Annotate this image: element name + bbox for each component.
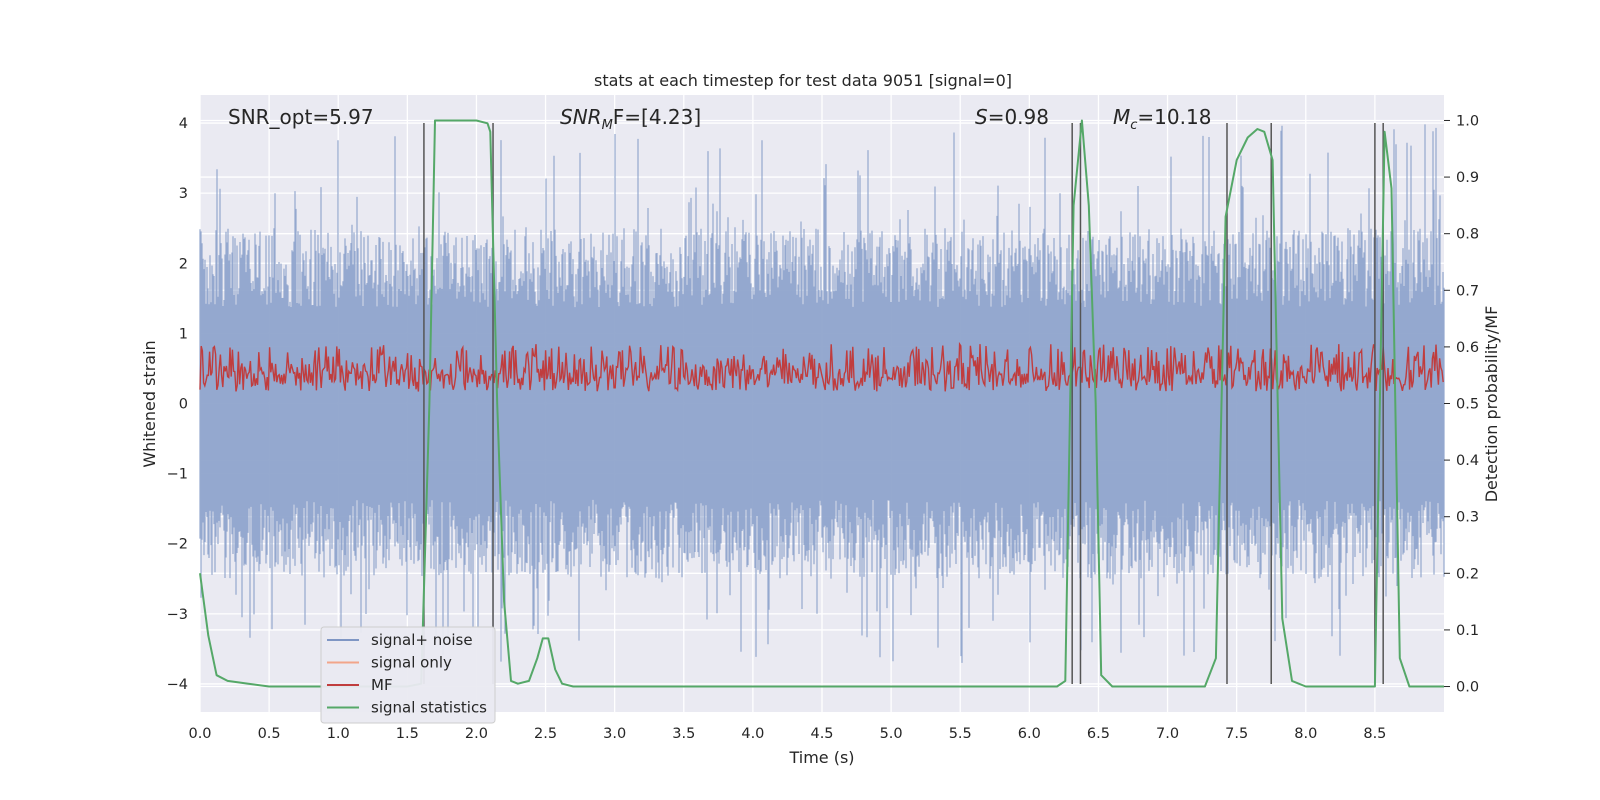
annotation-s-label: S: [975, 105, 988, 129]
x-tick-label: 4.5: [810, 726, 833, 742]
x-tick-label: 5.0: [880, 726, 903, 742]
left-y-tick-label: −2: [167, 537, 188, 553]
series-signal-statistics: [199, 119, 1444, 688]
annotation-mc-base: M: [1113, 105, 1130, 129]
x-tick-label: 1.0: [327, 726, 350, 742]
signal-statistics-line: [199, 119, 1444, 688]
x-tick-label: 7.0: [1156, 726, 1179, 742]
right-y-axis-label: Detection probability/MF: [1482, 306, 1501, 503]
right-y-tick-label: 0.8: [1456, 227, 1479, 243]
right-y-tick-label: 1.0: [1456, 113, 1479, 129]
x-tick-label: 5.5: [949, 726, 972, 742]
left-y-tick-label: 4: [179, 116, 188, 132]
legend-label-3: signal statistics: [371, 699, 487, 717]
legend-label-0: signal+ noise: [371, 631, 473, 649]
left-y-axis-ticks: −4 −3 −2 −1 0 1 2 3 4: [167, 116, 188, 693]
right-y-tick-label: 0.6: [1456, 340, 1479, 356]
x-tick-label: 4.0: [741, 726, 764, 742]
x-tick-label: 2.5: [534, 726, 557, 742]
left-y-axis-label: Whitened strain: [140, 340, 159, 467]
legend: signal+ noise signal only MF signal statist…: [320, 626, 496, 724]
annotation-snr-opt: SNR_opt=5.97: [228, 105, 374, 129]
left-y-tick-label: −1: [167, 467, 188, 483]
annotation-mc-rest: =10.18: [1137, 105, 1211, 129]
right-y-tick-label: 0.7: [1456, 283, 1479, 299]
legend-label-1: signal only: [371, 654, 452, 672]
left-y-tick-label: 3: [179, 186, 188, 202]
right-y-tick-label: 0.0: [1456, 680, 1479, 696]
x-axis-ticks: 0.0 0.5 1.0 1.5 2.0 2.5 3.0 3.5 4.0 4.5 5.0 5.5 6.0 6…: [188, 726, 1386, 742]
annotation-snr-mf-base: SNR: [560, 105, 602, 129]
x-tick-label: 7.5: [1225, 726, 1248, 742]
series-mf: [199, 341, 1444, 393]
left-y-tick-label: 0: [179, 397, 188, 413]
annotation-snr-mf-rest: F=[4.23]: [613, 105, 701, 129]
x-tick-label: 2.0: [465, 726, 488, 742]
right-y-tick-label: 0.4: [1456, 453, 1479, 469]
annotation-snr-mf-sub: M: [602, 118, 613, 133]
right-y-tick-label: 0.2: [1456, 566, 1479, 582]
right-y-axis-ticks: 0.0 0.1 0.2 0.3 0.4 0.5 0.6 0.7 0.8 0.9 1.0: [1444, 113, 1479, 696]
chart-title: stats at each timestep for test data 905…: [594, 71, 1012, 90]
mf-line: [199, 341, 1444, 393]
x-tick-label: 8.5: [1363, 726, 1386, 742]
left-y-tick-label: 2: [179, 256, 188, 272]
x-tick-label: 6.5: [1087, 726, 1110, 742]
x-tick-label: 3.5: [672, 726, 695, 742]
left-y-tick-label: 1: [179, 326, 188, 342]
x-tick-label: 1.5: [396, 726, 419, 742]
legend-label-2: MF: [371, 676, 393, 694]
x-axis-label: Time (s): [788, 748, 854, 767]
left-y-tick-label: −4: [167, 677, 188, 693]
left-y-tick-label: −3: [167, 607, 188, 623]
legend-box: [320, 626, 496, 724]
x-tick-label: 8.0: [1294, 726, 1317, 742]
right-y-tick-label: 0.1: [1456, 623, 1479, 639]
annotation-mc: Mc=10.18: [1113, 105, 1211, 133]
annotation-s: S=0.98: [975, 105, 1049, 129]
x-tick-label: 6.0: [1018, 726, 1041, 742]
right-y-tick-label: 0.9: [1456, 170, 1479, 186]
annotation-s-rest: =0.98: [988, 105, 1049, 129]
right-y-tick-label: 0.5: [1456, 397, 1479, 413]
right-y-tick-label: 0.3: [1456, 510, 1479, 526]
x-tick-label: 3.0: [603, 726, 626, 742]
x-tick-label: 0.0: [188, 726, 211, 742]
annotation-snr-mf: SNRMF=[4.23]: [560, 105, 701, 133]
x-tick-label: 0.5: [258, 726, 281, 742]
annotation-mc-sub: c: [1130, 118, 1137, 133]
